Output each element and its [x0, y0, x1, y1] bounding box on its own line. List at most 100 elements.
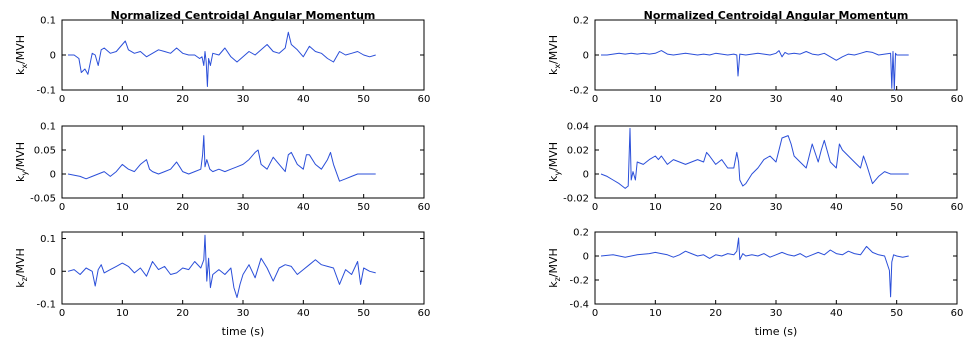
y-tick-label: 0: [50, 51, 56, 62]
y-tick-label: 0: [583, 252, 589, 263]
x-tick-label: 20: [709, 202, 722, 213]
x-tick-label: 20: [176, 94, 189, 105]
right-figure: Normalized Centroidal Angular Momentum 0 1…: [547, 9, 963, 338]
x-tick-label: 50: [890, 202, 903, 213]
x-tick-label: 30: [237, 94, 250, 105]
axes-frame: [61, 231, 425, 305]
x-tick-label: 0: [592, 308, 598, 319]
x-tick-label: 10: [649, 202, 662, 213]
y-tick-label: -0.2: [569, 86, 589, 97]
y-axis-label-sub: y: [553, 171, 562, 176]
chart-title: Normalized Centroidal Angular Momentum: [644, 9, 909, 22]
x-tick-label: 60: [951, 94, 964, 105]
y-axis-label-main: k: [547, 281, 560, 288]
x-tick-label: 50: [357, 308, 370, 319]
y-axis-label-main: k: [14, 175, 27, 182]
x-tick-label: 20: [709, 94, 722, 105]
x-axis-label: time (s): [755, 325, 798, 338]
x-tick-label: 40: [830, 308, 843, 319]
x-tick-label: 10: [116, 202, 129, 213]
axes-frame: [594, 231, 958, 305]
x-tick-label: 10: [649, 94, 662, 105]
series-line: [67, 135, 376, 182]
axes-frame: [61, 19, 425, 91]
x-tick-label: 40: [297, 94, 310, 105]
y-axis-label-sub: y: [20, 171, 29, 176]
x-tick-label: 0: [59, 94, 65, 105]
x-tick-label: 30: [770, 94, 783, 105]
x-tick-label: 30: [237, 202, 250, 213]
x-tick-label: 0: [592, 94, 598, 105]
y-axis-label-rest: /MVH: [14, 142, 27, 171]
y-tick-label: 0.2: [573, 228, 589, 239]
y-tick-label: -0.02: [563, 194, 589, 205]
series-line: [67, 234, 376, 298]
y-axis-label-sub: x: [20, 64, 29, 69]
y-axis-label-rest: /MVH: [547, 142, 560, 171]
x-tick-label: 20: [176, 308, 189, 319]
series-line: [68, 31, 376, 87]
x-tick-label: 30: [237, 308, 250, 319]
right-panel-x: 0 10 20 30 40 50 600.20-0.2kx/MVH: [547, 16, 963, 106]
y-tick-label: 0.2: [573, 16, 589, 27]
y-tick-label: 0.1: [40, 234, 56, 245]
y-axis-label-rest: /MVH: [14, 248, 27, 277]
y-axis-label: kx/MVH: [14, 35, 29, 75]
x-tick-label: 50: [357, 202, 370, 213]
y-tick-label: 0: [583, 51, 589, 62]
x-tick-label: 30: [770, 308, 783, 319]
y-axis-label-sub: z: [553, 277, 562, 281]
x-tick-label: 10: [116, 308, 129, 319]
right-panel-z: 0 10 20 30 40 50 60 0.2 0 -0.2 -0.4 kz/MVH time (s): [547, 228, 963, 339]
y-tick-label: 0.1: [40, 122, 56, 133]
series-line: [600, 127, 909, 189]
y-tick-label: -0.1: [36, 300, 56, 311]
y-tick-label: 0: [583, 170, 589, 181]
y-axis-label-main: k: [14, 68, 27, 75]
y-tick-label: 0: [50, 267, 56, 278]
x-tick-label: 40: [830, 94, 843, 105]
y-tick-label: -0.4: [569, 300, 589, 311]
x-tick-label: 50: [890, 94, 903, 105]
y-axis-label-rest: /MVH: [547, 248, 560, 277]
y-axis-label-main: k: [14, 281, 27, 288]
x-tick-label: 0: [59, 202, 65, 213]
x-tick-label: 60: [951, 202, 964, 213]
x-tick-label: 20: [176, 202, 189, 213]
chart-title: Normalized Centroidal Angular Momentum: [111, 9, 376, 22]
axes-frame: [61, 125, 425, 199]
y-axis-label-sub: z: [20, 277, 29, 281]
x-tick-label: 0: [592, 202, 598, 213]
x-tick-label: 0: [59, 308, 65, 319]
x-tick-label: 60: [418, 308, 431, 319]
y-axis-label: kx/MVH: [547, 35, 562, 75]
x-tick-label: 40: [830, 202, 843, 213]
x-tick-label: 10: [116, 94, 129, 105]
x-tick-label: 50: [890, 308, 903, 319]
y-axis-label-rest: /MVH: [14, 35, 27, 64]
y-axis-label-main: k: [547, 68, 560, 75]
x-tick-label: 50: [357, 94, 370, 105]
left-figure: Normalized Centroidal Angular Momentum 0 1…: [14, 9, 430, 338]
y-axis-label: ky/MVH: [547, 142, 562, 182]
x-tick-label: 20: [709, 308, 722, 319]
series-line: [600, 237, 909, 298]
y-axis-label: kz/MVH: [547, 248, 562, 288]
x-tick-label: 60: [418, 94, 431, 105]
y-axis-label: kz/MVH: [14, 248, 29, 288]
left-panel-x: 0 10 20 30 40 50 600.10-0.1kx/MVH: [14, 16, 430, 106]
y-axis-label-rest: /MVH: [547, 35, 560, 64]
series-line: [601, 50, 909, 91]
y-tick-label: -0.1: [36, 86, 56, 97]
x-tick-label: 60: [418, 202, 431, 213]
x-tick-label: 10: [649, 308, 662, 319]
y-tick-label: -0.05: [30, 194, 56, 205]
x-tick-label: 60: [951, 308, 964, 319]
y-tick-label: 0.04: [567, 122, 589, 133]
y-axis-label: ky/MVH: [14, 142, 29, 182]
y-axis-label-sub: x: [553, 64, 562, 69]
